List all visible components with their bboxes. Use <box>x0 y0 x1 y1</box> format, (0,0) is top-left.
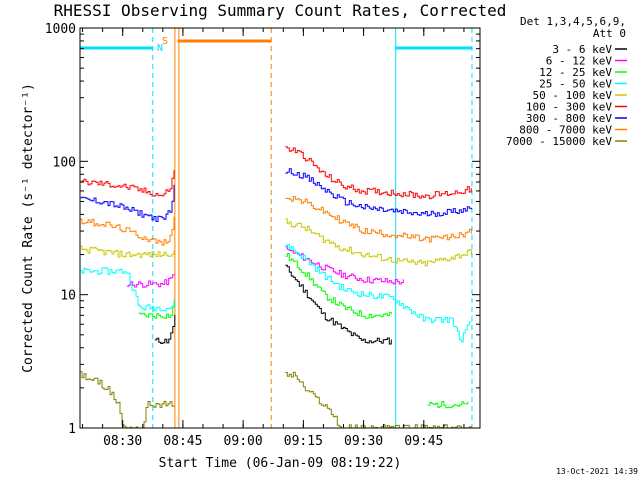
series-3 <box>80 243 472 343</box>
legend-header-line-1: Det 1,3,4,5,6,9, <box>520 15 626 28</box>
x-tick-label-0: 08:30 <box>103 434 142 449</box>
series-8-segment-1 <box>285 371 472 429</box>
series-2-segment-1 <box>285 253 392 319</box>
legend-label-3: 25 - 50 keV <box>539 78 612 91</box>
series-2-segment-0 <box>138 301 176 319</box>
flag-layer: SN <box>79 28 473 428</box>
legend-label-0: 3 - 6 keV <box>552 43 612 56</box>
x-axis: 08:30 08:45 09:00 09:15 09:30 09:45 <box>82 28 465 449</box>
series-2 <box>138 253 469 409</box>
series-8 <box>80 371 472 429</box>
legend-label-2: 12 - 25 keV <box>539 66 612 79</box>
y-tick-label-3: 1000 <box>45 22 76 37</box>
series-6 <box>80 168 472 222</box>
y-axis-label: Corrected Count Rate (s⁻¹ detector⁻¹) <box>21 83 36 373</box>
legend-header-line-2: Att 0 <box>593 27 626 40</box>
legend-label-8: 7000 - 15000 keV <box>506 135 612 148</box>
series-3-segment-0 <box>80 267 175 312</box>
legend-label-7: 800 - 7000 keV <box>519 124 612 137</box>
legend-label-1: 6 - 12 keV <box>546 55 613 68</box>
series-0-segment-1 <box>285 264 392 345</box>
series-6-segment-0 <box>80 184 175 222</box>
series-5-segment-1 <box>285 146 472 200</box>
y-tick-label-2: 100 <box>53 155 76 170</box>
x-tick-label-4: 09:30 <box>344 434 383 449</box>
x-tick-label-3: 09:15 <box>284 434 323 449</box>
series-1-segment-1 <box>285 246 404 285</box>
series-5 <box>80 146 472 200</box>
series-5-segment-0 <box>80 170 175 197</box>
series-6-segment-1 <box>285 168 472 217</box>
series-7-segment-0 <box>80 216 175 246</box>
series-4-segment-0 <box>80 245 175 258</box>
night-flag-label: N <box>157 43 163 54</box>
x-tick-label-2: 09:00 <box>224 434 263 449</box>
x-axis-label: Start Time (06-Jan-09 08:19:22) <box>159 456 402 471</box>
series-layer <box>80 146 472 429</box>
x-tick-label-1: 08:45 <box>163 434 202 449</box>
series-4 <box>80 218 472 267</box>
x-tick-label-5: 09:45 <box>404 434 443 449</box>
plot-frame <box>79 27 481 429</box>
series-7-segment-1 <box>285 196 472 243</box>
plot-area: SN 08:30 08:45 09:00 09:15 09:30 09:45 1 10 100… <box>45 22 481 449</box>
series-7 <box>80 196 472 246</box>
series-4-segment-1 <box>285 218 472 267</box>
series-0-segment-0 <box>154 314 176 344</box>
footer-date: 13-Oct-2021 14:39 <box>556 467 638 476</box>
series-1 <box>126 246 404 288</box>
y-axis: 1 10 100 1000 <box>45 22 480 437</box>
saa-flag-label: S <box>162 36 168 47</box>
legend-label-6: 300 - 800 keV <box>526 112 612 125</box>
series-0 <box>154 264 392 345</box>
legend-label-4: 50 - 100 keV <box>533 89 613 102</box>
series-3-segment-1 <box>285 243 472 343</box>
series-1-segment-0 <box>126 274 176 288</box>
legend-label-5: 100 - 300 keV <box>526 101 612 114</box>
y-tick-label-1: 10 <box>60 289 76 304</box>
series-2-segment-2 <box>427 400 469 409</box>
series-8-segment-0 <box>80 371 175 429</box>
y-tick-label-0: 1 <box>68 422 76 437</box>
chart-title: RHESSI Observing Summary Count Rates, Co… <box>54 1 507 20</box>
